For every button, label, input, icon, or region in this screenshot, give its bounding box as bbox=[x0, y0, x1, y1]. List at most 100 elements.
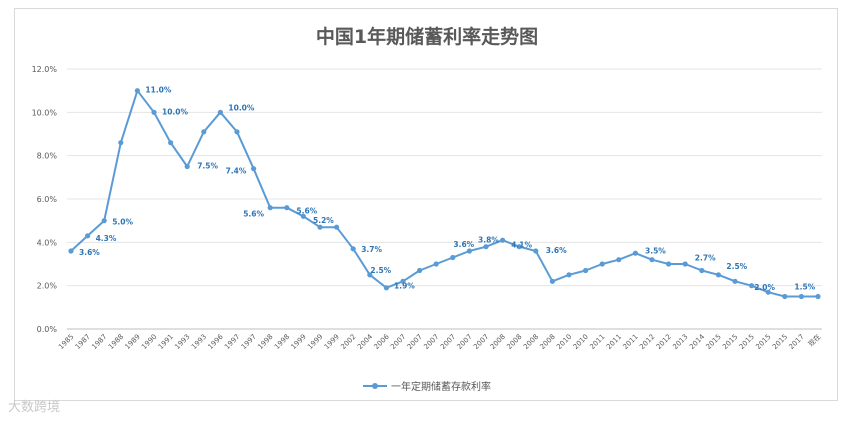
data-point bbox=[500, 237, 506, 243]
chart-title: 中国1年期储蓄利率走势图 bbox=[316, 25, 538, 48]
y-tick-label: 8.0% bbox=[37, 152, 58, 161]
data-point bbox=[284, 205, 290, 211]
data-point bbox=[765, 289, 771, 295]
data-point bbox=[68, 248, 74, 254]
watermark: 大数跨境 bbox=[8, 400, 61, 415]
x-tick-label: 2015 bbox=[721, 333, 739, 351]
y-tick-label: 10.0% bbox=[32, 108, 58, 117]
legend-marker-icon bbox=[372, 383, 378, 389]
data-label: 5.0% bbox=[112, 218, 133, 227]
data-point bbox=[566, 272, 572, 278]
data-label: 1.5% bbox=[794, 283, 815, 292]
x-tick-label: 2017 bbox=[788, 333, 806, 351]
y-axis: 0.0% 2.0% 4.0% 6.0% 8.0% 10.0% 12.0% bbox=[32, 65, 58, 334]
data-label: 3.6% bbox=[79, 248, 100, 257]
data-point bbox=[367, 272, 373, 278]
x-tick-label: 2011 bbox=[605, 333, 623, 351]
data-label: 10.0% bbox=[162, 107, 189, 116]
data-point bbox=[616, 257, 622, 263]
x-tick-label: 1990 bbox=[140, 333, 158, 351]
x-tick-label: 1987 bbox=[74, 333, 92, 351]
y-tick-label: 12.0% bbox=[32, 65, 58, 74]
data-label: 2.5% bbox=[726, 262, 747, 271]
data-point bbox=[201, 129, 207, 135]
x-tick-label: 1988 bbox=[107, 333, 125, 351]
data-label: 4.1% bbox=[511, 241, 532, 250]
data-label: 3.5% bbox=[645, 247, 666, 256]
data-point bbox=[383, 285, 389, 291]
data-point bbox=[417, 267, 423, 274]
data-label: 7.4% bbox=[226, 167, 247, 176]
x-tick-label: 1999 bbox=[290, 333, 308, 351]
data-label: 2.7% bbox=[695, 254, 716, 263]
data-point bbox=[267, 205, 273, 211]
data-point bbox=[118, 140, 124, 146]
legend: 一年定期储蓄存款利率 bbox=[363, 380, 491, 393]
y-tick-label: 4.0% bbox=[37, 238, 58, 247]
data-point bbox=[815, 293, 821, 300]
x-tick-label: 2007 bbox=[456, 333, 474, 351]
y-tick-label: 6.0% bbox=[37, 195, 58, 204]
data-point bbox=[450, 254, 456, 261]
x-tick-label: 1993 bbox=[190, 333, 208, 351]
x-tick-label: 2015 bbox=[754, 333, 772, 351]
data-label: 3.8% bbox=[478, 236, 499, 245]
x-tick-label: 1999 bbox=[306, 333, 324, 351]
y-tick-label: 2.0% bbox=[37, 282, 58, 291]
data-point bbox=[782, 293, 788, 300]
data-point bbox=[101, 218, 107, 224]
data-point bbox=[632, 250, 639, 256]
x-tick-label: 1997 bbox=[223, 333, 241, 351]
data-point bbox=[466, 248, 472, 254]
data-label: 7.5% bbox=[197, 162, 218, 171]
x-tick-label: 2002 bbox=[339, 333, 357, 351]
data-label: 11.0% bbox=[145, 86, 172, 95]
series-line bbox=[70, 89, 818, 298]
y-tick-label: 0.0% bbox=[37, 325, 58, 334]
data-point bbox=[649, 257, 655, 263]
x-tick-label: 2008 bbox=[522, 333, 540, 351]
data-point bbox=[234, 129, 240, 135]
x-tick-label: 2007 bbox=[389, 333, 407, 351]
x-tick-label: 1999 bbox=[323, 333, 341, 351]
data-point bbox=[749, 283, 755, 289]
x-tick-label: 2015 bbox=[771, 333, 789, 351]
data-point bbox=[168, 140, 174, 146]
data-point bbox=[85, 233, 91, 239]
x-tick-label: 2007 bbox=[472, 333, 490, 351]
x-tick-label: 2008 bbox=[539, 333, 557, 351]
data-point bbox=[217, 109, 223, 115]
data-point bbox=[599, 261, 605, 267]
data-point bbox=[715, 272, 722, 278]
x-tick-label: 2014 bbox=[688, 332, 707, 351]
data-point bbox=[732, 278, 738, 284]
data-point bbox=[334, 224, 340, 230]
data-point bbox=[134, 88, 140, 94]
data-point bbox=[251, 166, 257, 172]
x-tick-label: 现在 bbox=[806, 332, 822, 348]
data-point bbox=[666, 261, 672, 267]
x-tick-label: 2007 bbox=[422, 333, 440, 351]
x-tick-label: 2007 bbox=[406, 333, 424, 351]
x-tick-label: 2004 bbox=[356, 332, 375, 351]
x-tick-label: 1993 bbox=[173, 333, 191, 351]
data-point bbox=[400, 278, 406, 284]
data-point bbox=[798, 293, 805, 300]
data-point bbox=[682, 261, 688, 267]
data-point bbox=[483, 244, 489, 250]
data-label: 3.6% bbox=[453, 240, 474, 249]
x-tick-label: 1998 bbox=[273, 333, 291, 351]
data-point bbox=[699, 267, 705, 274]
x-tick-label: 2012 bbox=[638, 333, 656, 351]
x-tick-label: 2015 bbox=[738, 333, 756, 351]
data-label: 3.7% bbox=[361, 245, 382, 254]
data-label: 5.2% bbox=[313, 216, 334, 225]
x-tick-label: 1989 bbox=[124, 333, 142, 351]
x-tick-label: 2008 bbox=[505, 333, 523, 351]
x-tick-label: 1987 bbox=[90, 333, 108, 351]
data-point bbox=[300, 213, 306, 219]
x-axis: 1985198719871988198919901991199319931996… bbox=[57, 332, 822, 351]
x-tick-label: 2010 bbox=[555, 333, 573, 351]
chart-frame: 中国1年期储蓄利率走势图 0.0% 2.0% 4.0% 6.0% 8.0% 10.0% 12… bbox=[14, 8, 838, 401]
x-tick-label: 1991 bbox=[157, 333, 175, 351]
